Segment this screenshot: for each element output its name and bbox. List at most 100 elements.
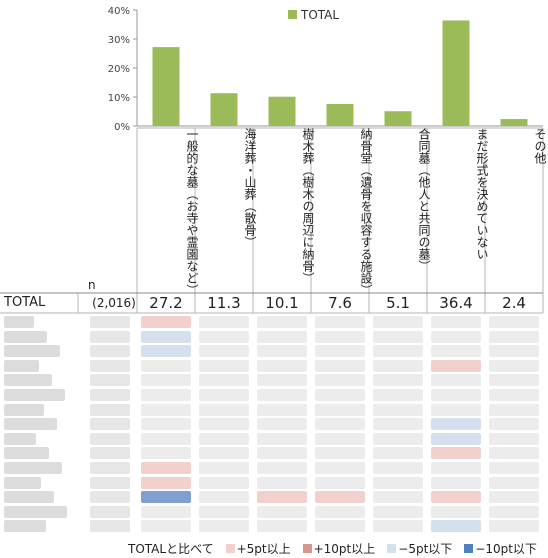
blurred-cell (257, 432, 307, 445)
blurred-cell (199, 447, 249, 460)
bar (384, 111, 412, 126)
legend-item: −5pt以下 (381, 540, 452, 557)
blurred-cell (315, 491, 365, 504)
blurred-cell (199, 476, 249, 489)
blurred-cell (489, 505, 539, 518)
blurred-cell (315, 389, 365, 401)
blurred-row-label (4, 520, 46, 533)
blurred-cell (373, 505, 423, 518)
blurred-cell (431, 330, 481, 343)
blurred-n-cell (90, 389, 130, 401)
blurred-n-cell (90, 520, 130, 533)
bar (500, 119, 528, 126)
blurred-cell (431, 432, 481, 445)
blurred-cell (141, 520, 191, 533)
blurred-cell (373, 520, 423, 533)
blurred-cell (257, 403, 307, 416)
blurred-row-label (4, 476, 41, 489)
blurred-cell (141, 374, 191, 387)
blurred-cell (141, 432, 191, 445)
blurred-cell (199, 389, 249, 401)
blurred-row-label (4, 330, 47, 343)
table-row-total: TOTAL (2,016) 27.2 11.3 10.1 7.6 5.1 36.… (0, 293, 545, 313)
blurred-cell (199, 403, 249, 416)
bar (152, 47, 180, 127)
blurred-cell (489, 462, 539, 474)
blurred-cell (431, 389, 481, 401)
blurred-cell (489, 447, 539, 460)
blurred-n-cell (90, 316, 130, 328)
bar (210, 93, 238, 126)
blurred-row-label (4, 359, 39, 372)
blurred-cell (141, 345, 191, 358)
legend-item: +10pt以上 (297, 540, 375, 557)
blurred-cell (431, 476, 481, 489)
blurred-cell (315, 374, 365, 387)
blurred-row-label (4, 491, 54, 504)
blurred-cell (141, 447, 191, 460)
blurred-cell (141, 418, 191, 431)
swatch-plus5 (225, 543, 235, 553)
blurred-cell (431, 462, 481, 474)
legend-item: +5pt以上 (220, 540, 291, 557)
blurred-cell (257, 345, 307, 358)
blurred-n-cell (90, 462, 130, 474)
blurred-cell (199, 316, 249, 328)
blurred-cell (199, 520, 249, 533)
blurred-cell (315, 505, 365, 518)
blurred-cell (257, 447, 307, 460)
swatch-plus10 (302, 543, 312, 553)
blurred-cell (257, 462, 307, 474)
blurred-n-cell (90, 345, 130, 358)
blurred-cell (315, 462, 365, 474)
blurred-row-label (4, 505, 67, 518)
blurred-cell (199, 505, 249, 518)
n-header: n (88, 278, 96, 292)
blurred-cell (373, 491, 423, 504)
blurred-cell (489, 520, 539, 533)
legend-label: TOTAL (300, 8, 339, 22)
blurred-n-cell (90, 330, 130, 343)
blurred-n-cell (90, 418, 130, 431)
blurred-cell (373, 418, 423, 431)
blurred-cell (373, 374, 423, 387)
blurred-cell (373, 316, 423, 328)
blurred-n-cell (90, 403, 130, 416)
blurred-cell (315, 359, 365, 372)
blurred-cell (373, 476, 423, 489)
blurred-cell (489, 403, 539, 416)
table-cell: 7.6 (328, 294, 352, 312)
category-label: 海洋葬・山葬（散骨） (243, 128, 257, 248)
blurred-cell (141, 359, 191, 372)
y-tick-label: 0% (114, 122, 130, 133)
bar (442, 20, 470, 126)
blurred-cell (315, 476, 365, 489)
blurred-cell (257, 476, 307, 489)
table-cell: 10.1 (265, 294, 299, 312)
blurred-cell (257, 389, 307, 401)
blurred-cell (373, 432, 423, 445)
blurred-cell (315, 432, 365, 445)
blurred-cell (315, 345, 365, 358)
blurred-cell (431, 316, 481, 328)
blurred-n-cell (90, 505, 130, 518)
blurred-cell (489, 359, 539, 372)
blurred-cell (373, 359, 423, 372)
bar (268, 96, 296, 126)
category-label: 合同墓（他人と共同の墓） (417, 128, 431, 272)
blurred-cell (489, 330, 539, 343)
blurred-cell (141, 476, 191, 489)
table-cell: 11.3 (207, 294, 241, 312)
table-cell: 27.2 (149, 294, 183, 312)
blurred-n-cell (90, 359, 130, 372)
footer-legend: TOTALと比べて +5pt以上 +10pt以上 −5pt以下 −10pt以下 (128, 540, 537, 556)
blurred-cell (431, 491, 481, 504)
blurred-cell (315, 520, 365, 533)
blurred-cell (315, 316, 365, 328)
blurred-cell (199, 330, 249, 343)
blurred-cell (431, 403, 481, 416)
blurred-table-body (0, 313, 545, 535)
blurred-row-label (4, 447, 49, 460)
blurred-cell (257, 330, 307, 343)
blurred-cell (489, 316, 539, 328)
